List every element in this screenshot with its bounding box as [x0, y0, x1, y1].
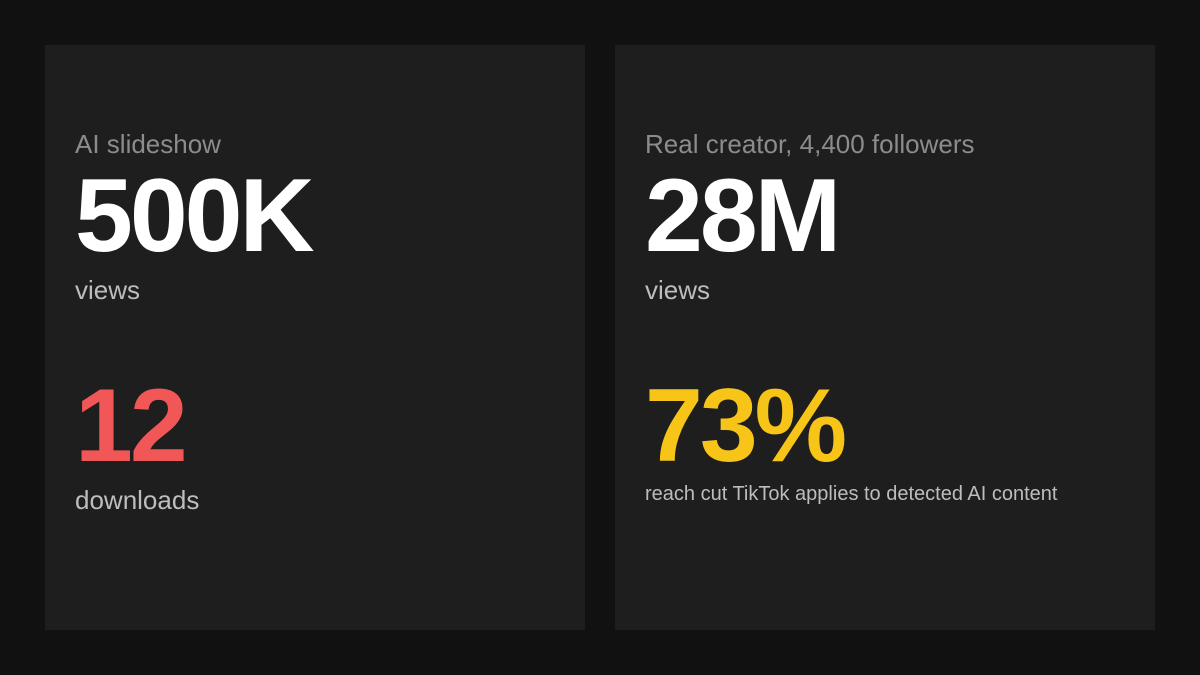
stat-panel: AI slideshow 500K views 12 downloads — [45, 45, 585, 630]
panel-label: AI slideshow — [75, 129, 221, 159]
stat-caption: views — [75, 275, 141, 305]
stat-panel: Real creator, 4,400 followers 28M views 73%… — [615, 45, 1155, 630]
stat: 73% reach cut TikTok applies to detected … — [645, 374, 1057, 504]
panel-label: Real creator, 4,400 followers — [645, 129, 975, 159]
stat-value: 12 — [75, 368, 188, 484]
stat: 500K views — [75, 158, 315, 305]
stat-value: 73% — [645, 368, 847, 484]
stat: 12 downloads — [75, 374, 199, 513]
stat-value: 28M — [645, 158, 841, 274]
stat-value: 500K — [75, 158, 315, 274]
stat-caption: reach cut TikTok applies to detected AI … — [645, 483, 1058, 505]
stat: 28M views — [645, 158, 841, 305]
stat-caption: views — [645, 275, 711, 305]
stat-caption: downloads — [75, 485, 200, 515]
